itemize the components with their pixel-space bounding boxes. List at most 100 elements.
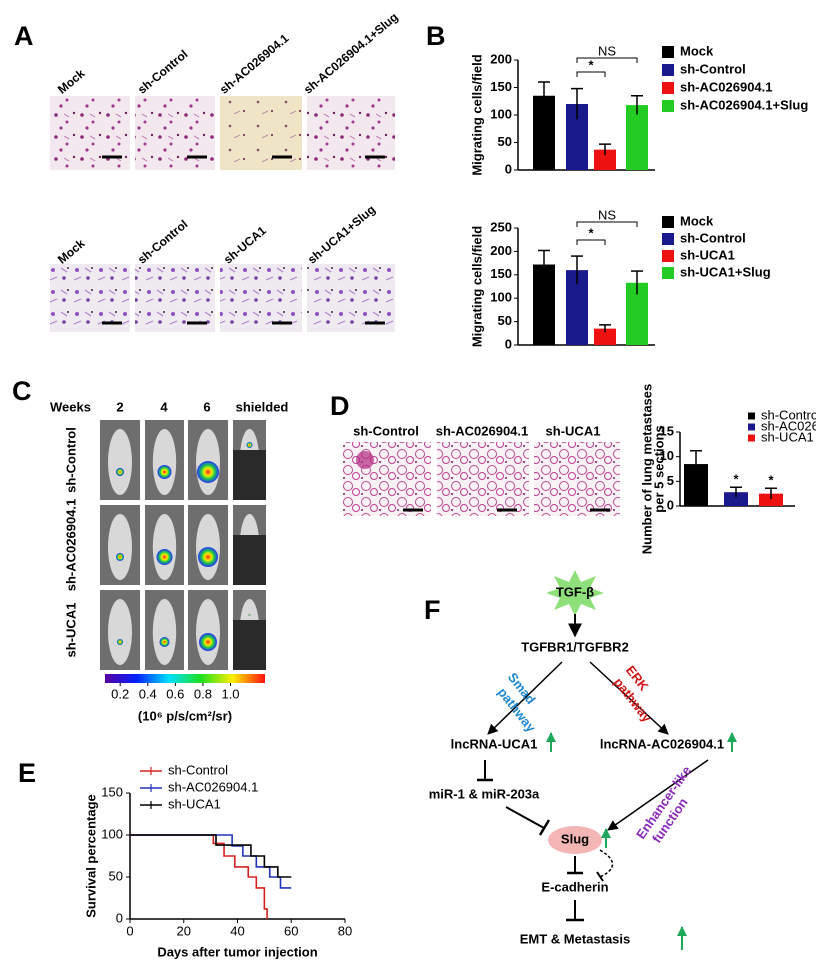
survival-line xyxy=(130,834,268,919)
arrow xyxy=(487,661,563,735)
image-label: sh-Control xyxy=(135,47,190,97)
y-tick-label: 150 xyxy=(490,79,512,94)
micrograph xyxy=(50,264,130,332)
image-label: sh-Control xyxy=(353,423,419,438)
x-tick-label: 0.8 xyxy=(194,686,212,701)
histology xyxy=(343,442,431,516)
legend-swatch xyxy=(662,216,674,228)
x-tick-label: 60 xyxy=(284,923,298,938)
y-tick-label: 250 xyxy=(490,219,512,234)
mouse xyxy=(152,429,177,495)
node-label: lncRNA-UCA1 xyxy=(451,736,538,751)
image-label: sh-Control xyxy=(135,217,190,267)
y-tick-label: 15 xyxy=(660,423,674,438)
signal xyxy=(157,465,172,479)
significance: * xyxy=(588,57,594,72)
legend-label: sh-UCA1+Slug xyxy=(680,264,771,279)
bar xyxy=(724,492,748,506)
mouse xyxy=(108,429,132,495)
row-label: sh-AC026904.1 xyxy=(63,499,78,592)
x-tick-label: 0.6 xyxy=(166,686,184,701)
signal xyxy=(159,637,170,647)
image-label: Mock xyxy=(55,236,88,267)
micrograph xyxy=(307,96,395,170)
panel-letter: B xyxy=(426,21,446,51)
node-label: E-cadherin xyxy=(541,879,608,894)
y-tick-label: 100 xyxy=(101,826,123,841)
bracket xyxy=(576,221,638,227)
legend-swatch xyxy=(748,423,755,431)
survival-line xyxy=(130,834,292,889)
legend-swatch xyxy=(662,64,674,76)
y-tick-label: 0 xyxy=(116,910,123,925)
row-label: sh-Control xyxy=(63,427,78,493)
node-label: EMT & Metastasis xyxy=(520,931,631,946)
y-tick-label: 200 xyxy=(490,243,512,258)
bar xyxy=(533,95,555,170)
y-axis-label: Migrating cells/field xyxy=(469,54,484,175)
legend-label: Mock xyxy=(680,43,714,58)
feedback-bar xyxy=(596,871,604,882)
scale-bar xyxy=(102,155,385,325)
y-tick-label: 50 xyxy=(498,313,512,328)
y-tick-label: 0 xyxy=(505,161,512,176)
image-label: Mock xyxy=(55,66,88,97)
legend-label: sh-Control xyxy=(168,762,228,777)
y-tick-label: 10 xyxy=(660,448,674,463)
panel-d-images xyxy=(343,442,620,516)
micrograph xyxy=(135,96,215,170)
significance: * xyxy=(588,225,594,240)
panel-letter: D xyxy=(330,391,350,421)
row-label: sh-UCA1 xyxy=(63,603,78,658)
panel-letter: C xyxy=(12,376,32,406)
y-axis-label: Survival percentage xyxy=(83,794,98,918)
inhibition xyxy=(505,806,545,829)
bar xyxy=(594,328,616,345)
column-header: Weeks xyxy=(50,399,91,414)
bar xyxy=(566,270,588,345)
signal xyxy=(248,614,251,616)
mouse xyxy=(108,514,132,580)
shield xyxy=(233,535,266,585)
image-label: sh-AC026904.1 xyxy=(217,31,292,97)
x-tick-label: 80 xyxy=(338,923,352,938)
y-tick-label: 100 xyxy=(490,106,512,121)
column-header: 4 xyxy=(160,399,168,414)
x-tick-label: 20 xyxy=(177,923,191,938)
signal xyxy=(116,553,124,561)
signal xyxy=(198,547,218,567)
legend-swatch xyxy=(662,100,674,112)
bracket xyxy=(576,71,606,77)
image-label: sh-AC026904.1 xyxy=(436,423,529,438)
histology xyxy=(437,442,529,516)
column-header: 6 xyxy=(203,399,210,414)
inhibition-bar xyxy=(538,819,551,836)
bar xyxy=(759,493,783,506)
up-arrows xyxy=(546,732,737,950)
shield xyxy=(233,620,266,670)
legend-label: sh-AC026904.1 xyxy=(168,779,258,794)
node-label: TGF-β xyxy=(556,584,594,599)
bracket xyxy=(576,57,638,63)
legend-label: sh-Control xyxy=(761,407,816,422)
micrograph xyxy=(50,96,130,170)
colorbar xyxy=(105,674,265,683)
mouse xyxy=(108,599,132,665)
legend-swatch xyxy=(748,434,755,442)
legend-label: sh-UCA1 xyxy=(680,247,735,262)
legend-label: sh-AC026904.1+Slug xyxy=(680,97,808,112)
legend-label: sh-UCA1 xyxy=(761,429,814,444)
shield xyxy=(233,450,266,500)
signal xyxy=(156,549,173,565)
signal xyxy=(117,639,123,645)
node-label: TGFBR1/TGFBR2 xyxy=(521,639,629,654)
bracket xyxy=(576,239,606,245)
image-label: sh-UCA1 xyxy=(221,223,269,267)
y-axis-label: Number of lung metastases xyxy=(639,384,654,555)
bar xyxy=(594,149,616,170)
legend-swatch xyxy=(748,412,755,420)
y-tick-label: 50 xyxy=(109,868,123,883)
legend-label: Mock xyxy=(680,213,714,228)
imaging-grid xyxy=(100,420,266,670)
